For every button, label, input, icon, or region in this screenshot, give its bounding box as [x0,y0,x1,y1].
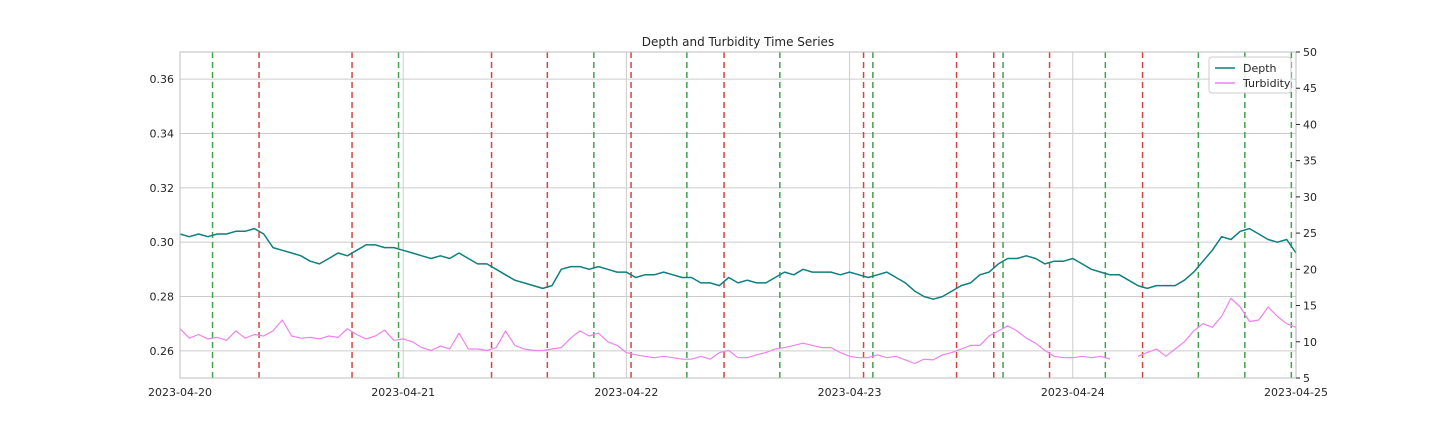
y-left-tick-label: 0.28 [150,291,175,304]
x-tick-label: 2023-04-23 [818,386,882,399]
y-right-tick-label: 40 [1303,118,1317,131]
legend-label-depth: Depth [1243,62,1277,75]
series-lines [179,227,1297,365]
legend: Depth Turbidity [1208,56,1292,94]
x-axis: 2023-04-20 2023-04-21 2023-04-22 2023-04-23… [148,386,1328,399]
y-right-tick-label: 25 [1303,227,1317,240]
y-right-tick-label: 15 [1303,300,1317,313]
left-y-axis: 0.26 0.28 0.30 0.32 0.34 0.36 [150,73,175,358]
x-tick-label: 2023-04-20 [148,386,212,399]
right-y-axis: 5 10 15 20 25 30 35 40 45 50 [1296,46,1317,385]
chart-title: Depth and Turbidity Time Series [642,35,834,49]
y-left-tick-label: 0.32 [150,182,175,195]
depth-series-line [179,227,1297,300]
x-tick-label: 2023-04-25 [1264,386,1328,399]
plot-frame [179,51,1297,379]
turbidity-series-line [179,319,1111,365]
y-right-tick-label: 5 [1303,372,1310,385]
grid-lines [179,52,1297,378]
y-left-tick-label: 0.30 [150,236,175,249]
x-tick-label: 2023-04-21 [371,386,435,399]
y-right-tick-label: 45 [1303,82,1317,95]
turbidity-series-line [1137,297,1297,357]
y-left-tick-label: 0.26 [150,345,175,358]
y-left-tick-label: 0.34 [150,128,175,141]
x-tick-label: 2023-04-24 [1041,386,1105,399]
legend-label-turbidity: Turbidity [1242,77,1291,90]
x-tick-label: 2023-04-22 [594,386,658,399]
y-left-tick-label: 0.36 [150,73,175,86]
reference-lines [211,52,1293,378]
legend-box [1208,56,1292,94]
y-right-tick-label: 50 [1303,46,1317,59]
y-right-tick-label: 35 [1303,155,1317,168]
y-right-tick-label: 10 [1303,336,1317,349]
y-right-tick-label: 20 [1303,263,1317,276]
y-right-tick-label: 30 [1303,191,1317,204]
